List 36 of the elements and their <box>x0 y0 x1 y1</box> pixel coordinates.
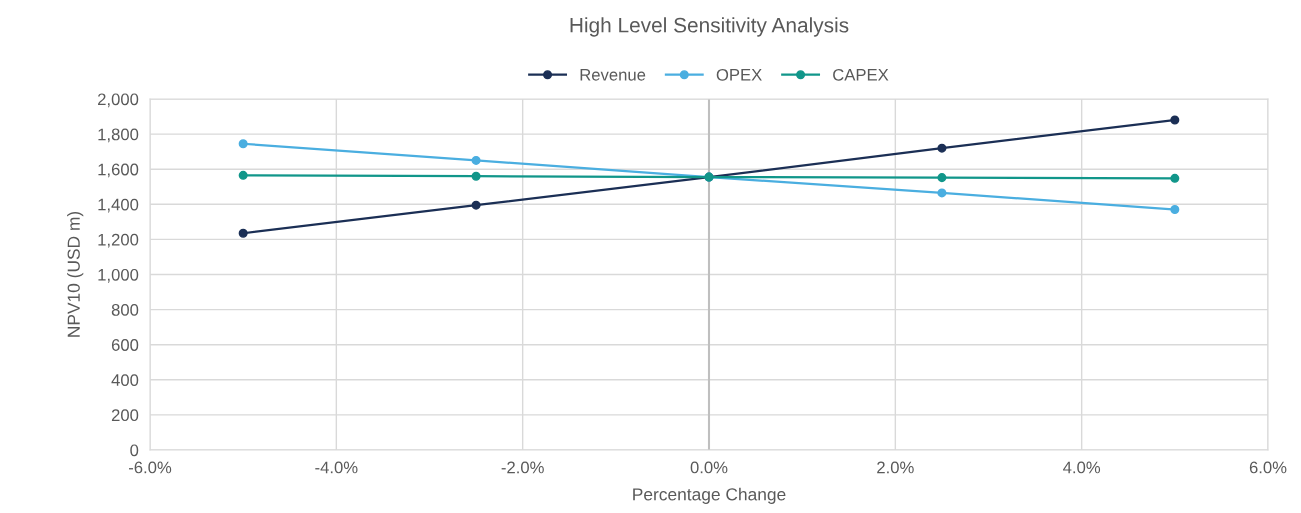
point <box>937 173 947 183</box>
x-axis-title: Percentage Change <box>633 487 786 504</box>
y-tick-label: 200 <box>111 409 139 422</box>
point <box>937 188 947 198</box>
point <box>238 170 248 180</box>
x-tick-label: 2.0% <box>877 461 914 474</box>
point <box>471 200 481 210</box>
x-tick-label: 4.0% <box>1063 461 1101 474</box>
y-axis-title: NPV10 (USD m) <box>67 211 84 337</box>
y-tick-label: 2,000 <box>98 93 139 108</box>
y-tick-label: 1,200 <box>98 233 139 248</box>
y-tick-label: 0 <box>130 444 139 457</box>
x-tick-label: 6.0% <box>1249 461 1287 474</box>
point <box>1170 115 1180 125</box>
y-tick-label: 1,000 <box>98 268 139 283</box>
legend-label: OPEX <box>716 68 762 81</box>
x-tick-label: -6.0% <box>128 461 172 474</box>
point <box>471 171 481 181</box>
x-tick-label: -4.0% <box>315 461 358 474</box>
point <box>937 143 947 153</box>
y-tick-label: 1,400 <box>98 198 139 213</box>
legend-label: Revenue <box>580 69 646 81</box>
x-tick-label: 0.0% <box>690 461 728 474</box>
chart-title: High Level Sensitivity Analysis <box>570 17 849 37</box>
y-tick-label: 1,800 <box>98 128 139 143</box>
legend-label: CAPEX <box>833 68 889 81</box>
point <box>238 228 248 238</box>
point <box>238 139 248 149</box>
y-tick-label: 400 <box>111 374 139 386</box>
y-tick-label: 1,600 <box>98 163 139 178</box>
point <box>471 155 481 165</box>
x-tick-label: -2.0% <box>501 461 544 474</box>
y-tick-label: 600 <box>111 339 139 351</box>
point <box>1170 205 1180 215</box>
point <box>1170 173 1180 183</box>
y-tick-label: 800 <box>111 304 139 316</box>
